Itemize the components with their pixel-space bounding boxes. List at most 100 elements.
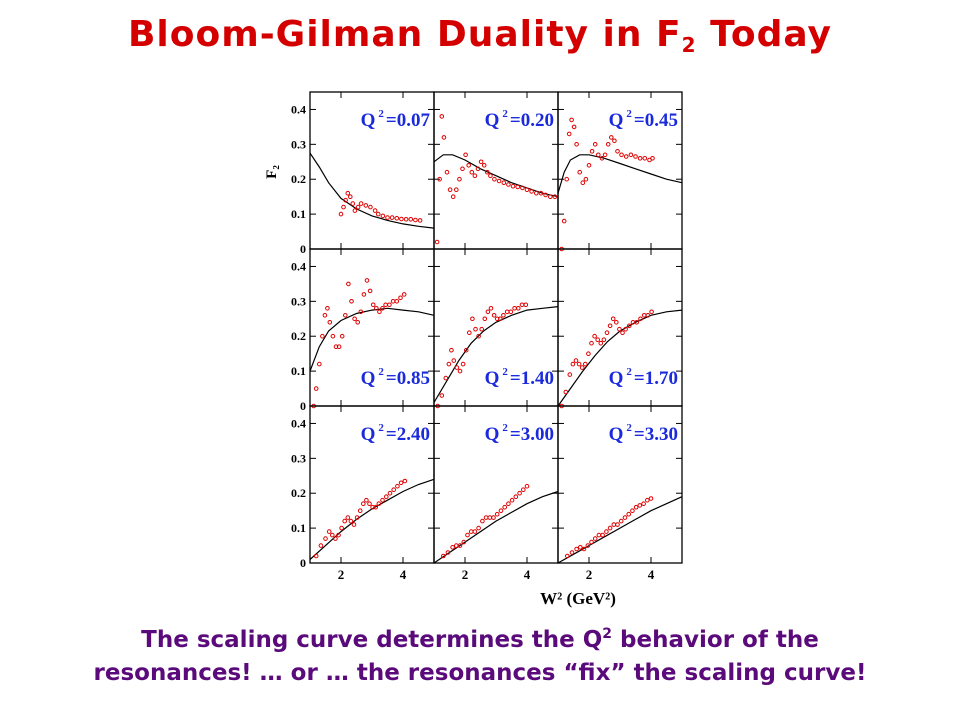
y-tick-label: 0.3 [291, 137, 306, 151]
data-point [472, 173, 478, 178]
y-tick-label: 0.4 [291, 102, 306, 116]
panel-4-q2-label: Q 2 =0.85 [361, 366, 430, 389]
data-point [623, 154, 629, 159]
data-point [351, 522, 357, 527]
panel-6-q2-label: Q 2 =1.70 [609, 366, 678, 389]
data-point [491, 515, 496, 520]
data-point [513, 494, 519, 500]
data-point [441, 553, 446, 559]
y-tick-label: 0.4 [291, 416, 306, 430]
slide-caption: The scaling curve determines the Q2 beha… [0, 624, 960, 690]
data-point [380, 306, 385, 311]
data-point [469, 169, 475, 175]
data-point [398, 480, 404, 486]
data-point [633, 504, 639, 510]
data-point [380, 213, 386, 219]
data-point [330, 532, 335, 538]
data-point [372, 208, 378, 213]
data-point [370, 504, 375, 510]
data-point [645, 497, 650, 503]
data-point [589, 340, 594, 346]
data-point [498, 316, 503, 322]
data-point [510, 183, 516, 189]
data-point [476, 525, 481, 531]
data-point [592, 536, 598, 541]
data-point [649, 309, 654, 315]
panel-3-scaling-curve [557, 154, 683, 194]
data-point [501, 313, 506, 318]
data-point [352, 208, 358, 213]
data-point [450, 194, 456, 199]
data-point [615, 522, 620, 527]
data-point [627, 323, 632, 329]
data-point [504, 309, 510, 315]
data-point [641, 313, 647, 318]
data-point [607, 323, 613, 329]
data-point [516, 306, 521, 311]
data-point [352, 316, 357, 322]
data-point [327, 320, 333, 325]
data-point [501, 180, 507, 185]
data-point [548, 194, 553, 199]
data-point [408, 217, 414, 222]
data-point [552, 194, 558, 199]
data-point [492, 176, 497, 182]
data-point [395, 483, 400, 489]
data-point [523, 302, 529, 308]
panel-2-scaling-curve [433, 154, 559, 198]
data-point [567, 372, 573, 377]
panel-6-scaling-curve [557, 309, 683, 407]
data-point [443, 375, 449, 381]
data-point [336, 344, 342, 350]
data-point [389, 215, 395, 220]
data-point [339, 333, 345, 339]
panel-4-scaling-curve [309, 307, 435, 372]
data-point [604, 330, 610, 336]
data-point [470, 316, 475, 322]
data-point [333, 344, 339, 350]
data-point [385, 215, 390, 220]
data-point [413, 217, 418, 223]
data-point [485, 309, 491, 315]
data-point [564, 176, 570, 182]
panel-5-q2-label: Q 2 =1.40 [485, 366, 554, 389]
x-tick-label: 4 [400, 567, 407, 582]
data-point [387, 302, 392, 308]
data-point [376, 501, 382, 507]
data-point [473, 326, 478, 332]
data-point [313, 553, 319, 559]
data-point [574, 546, 579, 552]
data-point [454, 365, 460, 370]
data-point [313, 386, 319, 391]
data-point [488, 173, 493, 178]
data-point [602, 152, 608, 158]
data-point [578, 545, 583, 550]
data-point [449, 347, 454, 353]
data-point [601, 337, 607, 343]
data-point [345, 190, 351, 196]
caption-line-2: resonances! … or … the resonances “fix” … [93, 660, 867, 686]
data-point [322, 313, 328, 318]
panel-9-q2-label: Q 2 =3.30 [609, 422, 678, 445]
data-point [583, 361, 588, 367]
data-point [487, 515, 493, 520]
data-point [364, 497, 369, 503]
data-point [354, 515, 360, 520]
data-point [439, 393, 445, 398]
data-point [498, 508, 504, 514]
x-tick-label: 4 [524, 567, 531, 582]
data-point [387, 490, 393, 496]
data-point [475, 166, 481, 172]
data-point [534, 190, 539, 196]
data-point [355, 204, 361, 210]
data-point [460, 166, 465, 172]
panel-9-frame [557, 405, 683, 564]
data-point [506, 501, 511, 507]
data-point [586, 351, 591, 357]
caption-line1-a: The scaling curve determines the Q [141, 627, 603, 653]
x-axis-label: W² (GeV²) [540, 589, 616, 608]
data-point [585, 543, 591, 548]
data-point [637, 503, 643, 508]
data-point [336, 532, 341, 538]
